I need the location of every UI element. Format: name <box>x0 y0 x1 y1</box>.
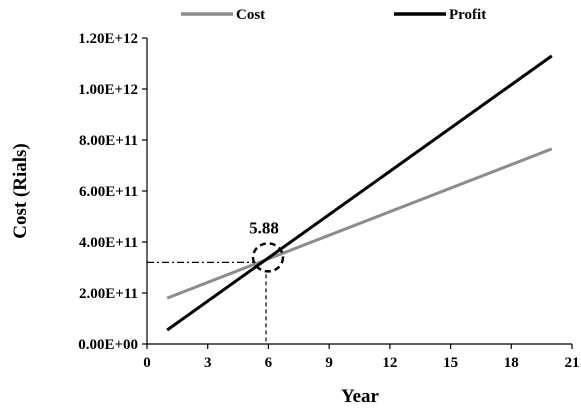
y-tick-label: 4.00E+11 <box>79 235 138 251</box>
x-tick-label: 0 <box>143 355 151 371</box>
x-tick-label: 12 <box>382 355 397 371</box>
y-axis-title: Cost (Rials) <box>10 143 31 239</box>
legend-label-profit: Profit <box>449 7 486 23</box>
x-axis-title: Year <box>341 386 380 407</box>
y-tick-label: 0.00E+00 <box>78 337 138 353</box>
y-ticks: 0.00E+00 2.00E+11 4.00E+11 6.00E+11 8.00E+11… <box>78 31 147 353</box>
y-tick-label: 6.00E+11 <box>79 184 138 200</box>
x-tick-label: 6 <box>265 355 273 371</box>
x-tick-label: 15 <box>443 355 458 371</box>
y-tick-label: 1.00E+12 <box>78 82 138 98</box>
annotation-label: 5.88 <box>249 218 279 237</box>
x-tick-label: 3 <box>204 355 212 371</box>
x-tick-label: 9 <box>325 355 333 371</box>
series-line-cost <box>166 147 553 300</box>
x-tick-label: 21 <box>565 355 580 371</box>
legend: Cost Profit <box>181 7 486 23</box>
legend-label-cost: Cost <box>236 7 265 23</box>
y-tick-label: 1.20E+12 <box>78 31 138 47</box>
series <box>166 54 553 332</box>
x-ticks: 0 3 6 9 12 15 18 21 <box>143 344 580 371</box>
y-tick-label: 2.00E+11 <box>79 286 138 302</box>
annotation <box>147 261 267 344</box>
annotation-circle <box>251 242 285 273</box>
x-tick-label: 18 <box>504 355 519 371</box>
series-line-profit <box>166 54 553 332</box>
y-tick-label: 8.00E+11 <box>79 133 138 149</box>
